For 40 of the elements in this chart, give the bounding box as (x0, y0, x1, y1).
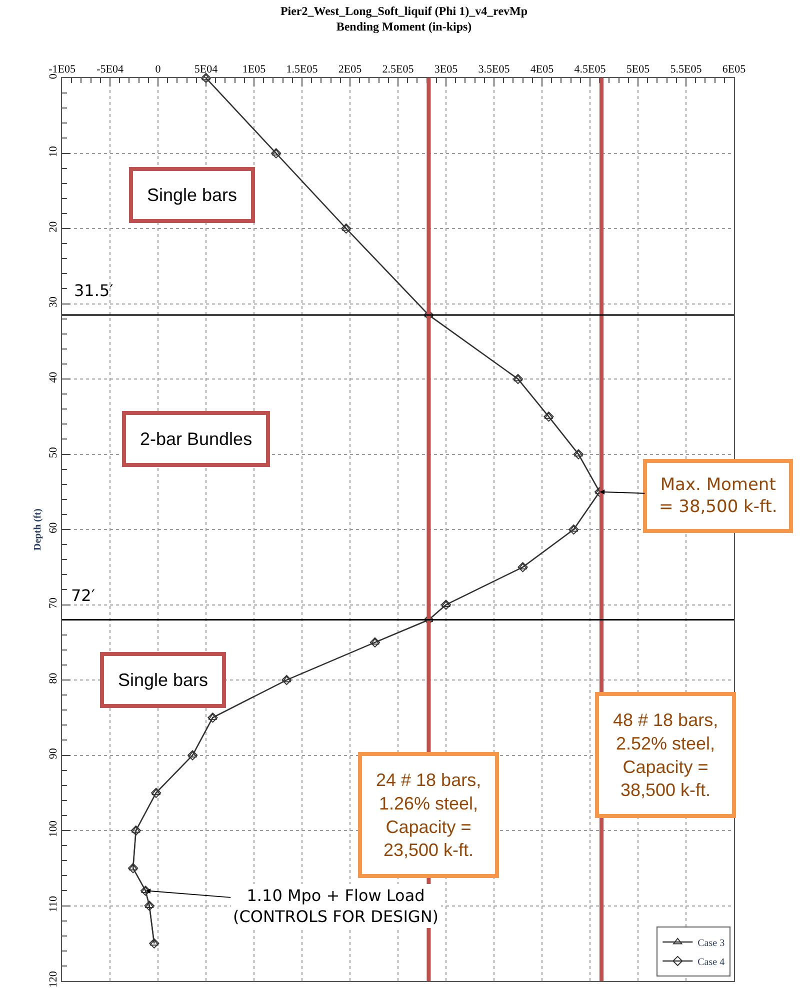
x-tick-label: 4.5E05 (574, 64, 606, 76)
annotation: 48 # 18 bars, 2.52% steel, Capacity = 38,500 k-ft. (613, 710, 718, 800)
x-tick-label: 5.5E05 (670, 64, 702, 76)
y-tick-label: 10 (48, 146, 60, 158)
x-tick-label: 4E05 (530, 64, 554, 76)
x-tick-label: 5E04 (194, 64, 218, 76)
annotation: 1.10 Mpo + Flow Load (CONTROLS FOR DESIGN) (233, 886, 439, 926)
y-tick-label: 30 (48, 296, 60, 308)
x-tick-label: 1.5E05 (286, 64, 318, 76)
y-tick-label: 70 (48, 597, 60, 609)
annotation: Single bars (147, 185, 238, 205)
y-tick-label: 40 (48, 371, 60, 383)
y-tick-label: 80 (48, 672, 60, 684)
x-tick-label: 3E05 (434, 64, 458, 76)
x-tick-label: -5E04 (96, 64, 124, 76)
x-tick-label: 6E05 (722, 64, 746, 76)
x-tick-label: 3.5E05 (478, 64, 510, 76)
y-tick-label: 50 (48, 446, 60, 458)
annotation: Single bars (118, 670, 208, 690)
y-tick-label: 60 (48, 522, 60, 534)
x-tick-label: 1E05 (242, 64, 266, 76)
x-tick-label: 2.5E05 (382, 64, 414, 76)
legend-label: Case 4 (698, 956, 725, 968)
annotation: Max. Moment = 38,500 k-ft. (659, 475, 778, 518)
chart-title: Pier2_West_Long_Soft_liquif (Phi 1)_v4_revMp (280, 4, 528, 18)
y-tick-label: 20 (48, 220, 60, 232)
y-axis-title: Depth (ft) (32, 508, 44, 550)
y-tick-label: 120 (48, 970, 60, 988)
x-tick-label: 0 (155, 64, 162, 76)
annotation: 24 # 18 bars, 1.26% steel, Capacity = 23,500 k-ft. (376, 770, 482, 860)
y-tick-label: 110 (48, 896, 60, 912)
legend-label: Case 3 (698, 938, 725, 949)
y-tick-label: 100 (48, 820, 60, 838)
x-tick-label: 5E05 (626, 64, 650, 76)
x-tick-label: 2E05 (338, 64, 362, 76)
y-tick-label: 90 (48, 748, 60, 760)
ref-line-label: 31.5′ (74, 281, 114, 300)
x-axis-title: Bending Moment (in-kips) (336, 20, 472, 34)
ref-line-label: 72′ (71, 586, 96, 605)
annotation: 2-bar Bundles (140, 429, 252, 449)
